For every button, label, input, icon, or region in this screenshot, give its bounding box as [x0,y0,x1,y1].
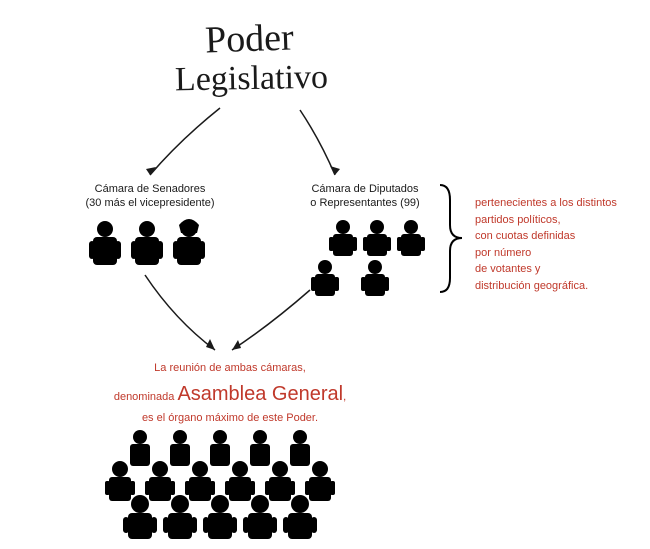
senadores-label-line2: (30 más el vicepresidente) [85,197,214,209]
diputados-label-line2: o Representantes (99) [310,197,419,209]
desc-line-5: distribución geográfica. [475,280,588,292]
description-text: pertenecientes a los distintos partidos … [475,195,645,294]
diputados-label-line1: Cámara de Diputados [311,183,418,195]
asamblea-pre: La reunión de ambas cámaras, [85,360,375,378]
desc-line-0: pertenecientes a los distintos [475,197,617,209]
desc-line-4: de votantes y [475,263,540,275]
asamblea-text: La reunión de ambas cámaras, denominada … [85,360,375,427]
desc-line-2: con cuotas definidas [475,230,575,242]
asamblea-mid-suffix: , [343,391,346,403]
asamblea-mid: denominada Asamblea General, [85,378,375,410]
diputados-icons [295,215,435,305]
senadores-label-line1: Cámara de Senadores [95,183,206,195]
asamblea-icons [95,425,345,540]
senadores-icons [85,215,215,270]
senadores-label: Cámara de Senadores (30 más el vicepresi… [70,182,230,211]
asamblea-big: Asamblea General [177,383,343,405]
desc-line-3: por número [475,247,531,259]
asamblea-mid-prefix: denominada [114,391,178,403]
desc-line-1: partidos políticos, [475,214,561,226]
diputados-label: Cámara de Diputados o Representantes (99… [290,182,440,211]
